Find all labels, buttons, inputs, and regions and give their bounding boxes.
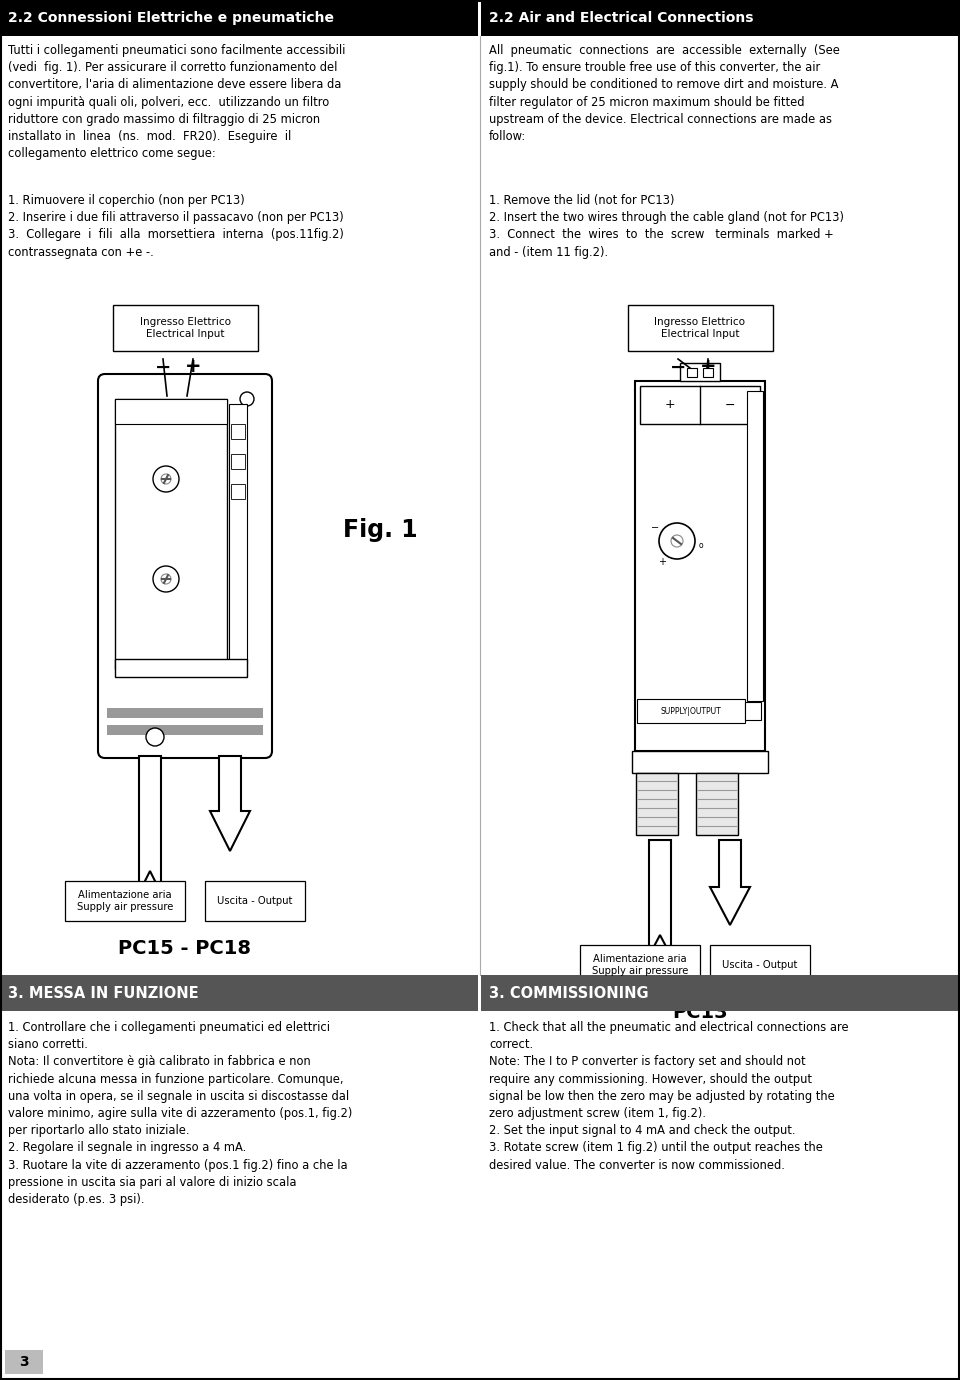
Text: PC13: PC13	[672, 1003, 728, 1023]
Text: 2.2 Air and Electrical Connections: 2.2 Air and Electrical Connections	[489, 11, 754, 25]
Text: +: +	[184, 357, 202, 377]
Polygon shape	[710, 840, 750, 925]
Bar	[636, 773, 678, 835]
Text: Ingresso Elettrico
Electrical Input: Ingresso Elettrico Electrical Input	[139, 317, 230, 339]
Text: 1. Check that all the pneumatic and electrical connections are
correct.
Note: Th: 1. Check that all the pneumatic and elec…	[489, 1021, 849, 1172]
Polygon shape	[130, 756, 170, 911]
Bar	[115, 660, 247, 678]
Bar	[115, 399, 227, 424]
Text: SUPPLY|OUTPUT: SUPPLY|OUTPUT	[660, 707, 721, 715]
Bar	[231, 454, 245, 469]
Bar	[632, 751, 768, 773]
Polygon shape	[210, 756, 250, 851]
Bar	[687, 368, 697, 377]
Text: −: −	[670, 357, 686, 377]
Bar	[696, 773, 738, 835]
Text: Fig. 1: Fig. 1	[343, 518, 418, 542]
Bar	[680, 363, 720, 381]
Bar	[65, 880, 185, 920]
Circle shape	[153, 466, 179, 493]
Text: PC15 - PC18: PC15 - PC18	[118, 940, 252, 959]
Circle shape	[240, 392, 254, 406]
Bar	[231, 424, 245, 439]
Circle shape	[659, 523, 695, 559]
Text: 1. Controllare che i collegamenti pneumatici ed elettrici
siano corretti.
Nota: : 1. Controllare che i collegamenti pneuma…	[8, 1021, 352, 1206]
Text: 3: 3	[19, 1355, 29, 1369]
Bar	[0, 976, 478, 1012]
Circle shape	[161, 473, 171, 484]
Bar	[580, 945, 700, 985]
Bar	[635, 381, 765, 751]
Bar	[481, 0, 960, 36]
Circle shape	[153, 566, 179, 592]
Bar	[229, 404, 247, 664]
Text: Uscita - Output: Uscita - Output	[217, 896, 293, 907]
Text: o: o	[699, 541, 704, 549]
Text: Tutti i collegamenti pneumatici sono facilmente accessibili
(vedi  fig. 1). Per : Tutti i collegamenti pneumatici sono fac…	[8, 44, 346, 160]
Bar	[710, 945, 810, 985]
Bar	[481, 976, 960, 1012]
Bar	[747, 391, 763, 701]
Bar	[637, 700, 745, 723]
Text: −: −	[651, 523, 660, 533]
Circle shape	[161, 574, 171, 584]
Bar	[107, 724, 263, 736]
Text: All  pneumatic  connections  are  accessible  externally  (See
fig.1). To ensure: All pneumatic connections are accessible…	[489, 44, 840, 144]
Text: +: +	[658, 558, 666, 567]
Bar	[640, 386, 760, 424]
Bar	[703, 368, 713, 377]
Circle shape	[146, 729, 164, 747]
Bar	[5, 1350, 43, 1374]
Text: 3. MESSA IN FUNZIONE: 3. MESSA IN FUNZIONE	[8, 985, 199, 1000]
Text: 3. COMMISSIONING: 3. COMMISSIONING	[489, 985, 649, 1000]
Text: −: −	[725, 399, 735, 411]
Text: 1. Rimuovere il coperchio (non per PC13)
2. Inserire i due fili attraverso il pa: 1. Rimuovere il coperchio (non per PC13)…	[8, 195, 344, 258]
Text: Uscita - Output: Uscita - Output	[722, 960, 798, 970]
Polygon shape	[640, 840, 680, 973]
Bar	[205, 880, 305, 920]
Bar	[107, 708, 263, 718]
FancyBboxPatch shape	[98, 374, 272, 758]
Bar	[745, 702, 761, 720]
Text: −: −	[155, 357, 171, 377]
Circle shape	[671, 535, 683, 546]
Text: 1. Remove the lid (not for PC13)
2. Insert the two wires through the cable gland: 1. Remove the lid (not for PC13) 2. Inse…	[489, 195, 844, 258]
Text: +: +	[700, 357, 716, 377]
Text: +: +	[664, 399, 675, 411]
Text: Ingresso Elettrico
Electrical Input: Ingresso Elettrico Electrical Input	[655, 317, 746, 339]
Bar	[115, 399, 227, 669]
Bar	[113, 305, 258, 351]
Bar	[0, 0, 478, 36]
Bar	[628, 305, 773, 351]
Text: Alimentazione aria
Supply air pressure: Alimentazione aria Supply air pressure	[77, 890, 173, 912]
Text: Alimentazione aria
Supply air pressure: Alimentazione aria Supply air pressure	[591, 954, 688, 976]
Text: 2.2 Connessioni Elettriche e pneumatiche: 2.2 Connessioni Elettriche e pneumatiche	[8, 11, 334, 25]
Bar	[231, 484, 245, 500]
